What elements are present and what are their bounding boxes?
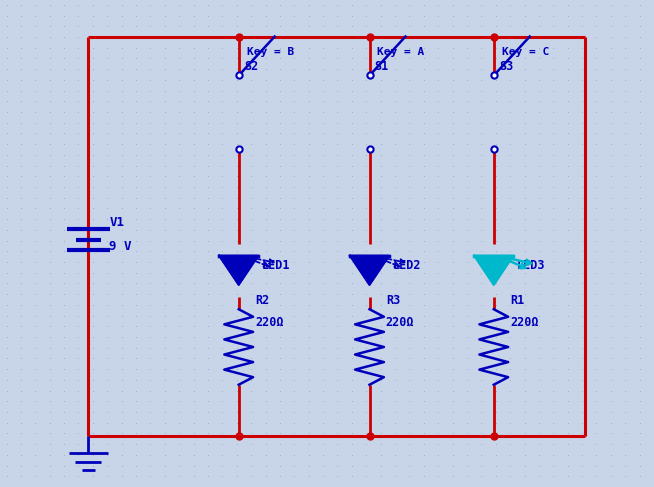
Text: S1: S1 (375, 60, 389, 73)
Text: LED1: LED1 (262, 259, 290, 272)
Text: R1: R1 (510, 294, 525, 307)
Text: Key = C: Key = C (502, 47, 549, 57)
Text: 220Ω: 220Ω (386, 316, 415, 329)
Text: 220Ω: 220Ω (255, 316, 284, 329)
Text: LED2: LED2 (392, 259, 421, 272)
Text: Key = B: Key = B (247, 47, 294, 57)
Text: Key = A: Key = A (377, 47, 424, 57)
Text: V1: V1 (109, 216, 124, 228)
Polygon shape (474, 256, 513, 285)
Polygon shape (350, 256, 389, 285)
Text: 9 V: 9 V (109, 240, 131, 253)
Text: S3: S3 (499, 60, 513, 73)
Text: S2: S2 (244, 60, 258, 73)
Text: LED3: LED3 (517, 259, 545, 272)
Text: R3: R3 (386, 294, 400, 307)
Text: 220Ω: 220Ω (510, 316, 539, 329)
Polygon shape (219, 256, 258, 285)
Text: R2: R2 (255, 294, 269, 307)
